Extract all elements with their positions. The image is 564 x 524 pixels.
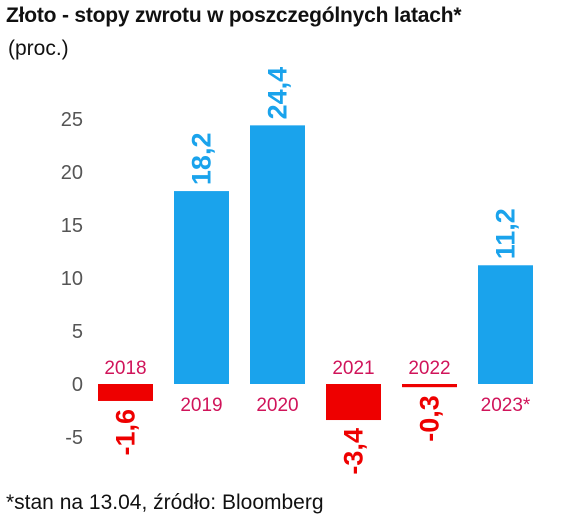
category-label: 2019: [180, 395, 222, 416]
value-label: -0,3: [415, 395, 445, 442]
y-tick-label: 25: [61, 109, 83, 131]
bar-2020: [250, 125, 305, 385]
category-label: 2023*: [481, 395, 531, 416]
value-label: -1,6: [111, 409, 141, 456]
y-tick-label: 0: [72, 374, 83, 396]
chart-subtitle: (proc.): [8, 37, 69, 60]
value-label: -3,4: [339, 428, 369, 475]
y-tick-label: 20: [61, 162, 83, 184]
y-tick-label: -5: [65, 427, 83, 449]
bar-2019: [174, 191, 229, 384]
bar-2018: [98, 384, 153, 401]
labels-group: 2018 -1,6 2019 18,2 2020 24,4 2021 -3,4 2022 -0,3…: [104, 67, 531, 475]
chart-title: Złoto - stopy zwrotu w poszczególnych la…: [6, 4, 462, 27]
y-tick-label: 5: [72, 321, 83, 343]
category-label: 2018: [104, 358, 146, 379]
category-label: 2022: [408, 358, 450, 379]
value-label: 24,4: [263, 67, 293, 120]
bars-group: [98, 125, 533, 421]
category-label: 2020: [256, 395, 298, 416]
footnote: *stan na 13.04, źródło: Bloomberg: [6, 491, 324, 514]
value-label: 18,2: [187, 133, 217, 186]
value-label: 11,2: [491, 208, 521, 259]
bar-2023*: [478, 265, 533, 384]
y-tick-label: 15: [61, 215, 83, 237]
bar-2022: [402, 384, 457, 388]
category-label: 2021: [332, 358, 374, 379]
y-axis-ticks: -5 0 5 10 15 20 25: [61, 109, 83, 449]
bar-2021: [326, 384, 381, 421]
y-tick-label: 10: [61, 268, 83, 290]
